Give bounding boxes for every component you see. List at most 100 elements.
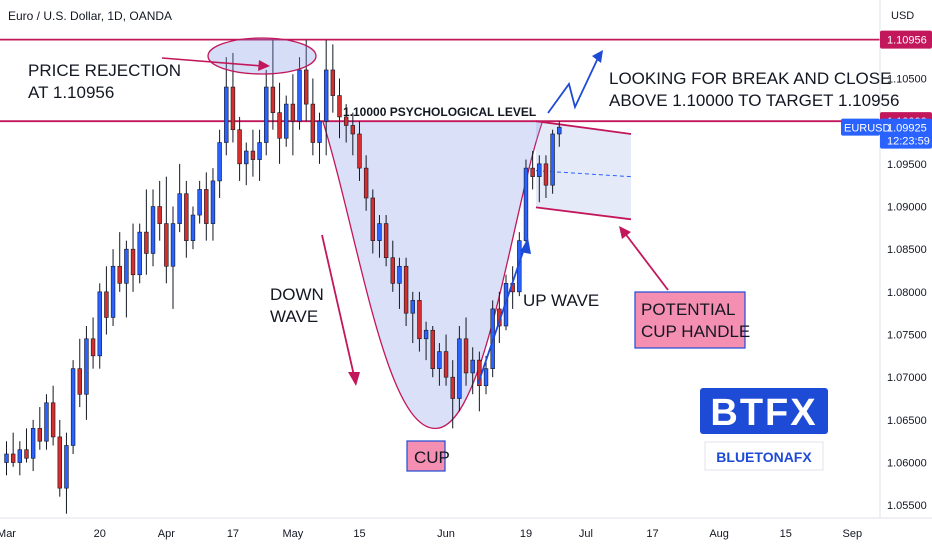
candle-body [137, 231, 142, 276]
candle-body [297, 69, 302, 122]
candle-body [30, 428, 36, 459]
rejection-arrow-line [161, 57, 263, 67]
y-tick-label: 1.06500 [887, 415, 927, 427]
candle-body [530, 167, 535, 177]
candle-body [357, 133, 362, 169]
candle-body [470, 359, 475, 374]
candle-body [397, 265, 402, 284]
candle-body [310, 103, 316, 143]
handle-bottom-line [535, 206, 632, 221]
candle-body [64, 445, 69, 489]
candle-body [550, 133, 555, 186]
y-tick-label: 1.09000 [887, 202, 927, 214]
candle-body [10, 453, 16, 463]
btfx-logo-text: BTFX [710, 392, 817, 434]
rejection-arrow-head [258, 60, 270, 71]
candle-body [343, 116, 349, 126]
up-wave-arrow-line [477, 245, 526, 385]
candle-body [164, 223, 169, 267]
up-wave-label: UP WAVE [523, 291, 599, 310]
chart-title: Euro / U.S. Dollar, 1D, OANDA [8, 9, 173, 23]
candle-body [210, 180, 216, 224]
target-arrow-head [592, 50, 603, 63]
candle-body [264, 86, 269, 143]
candle-body [557, 126, 562, 135]
candle-body [77, 368, 82, 395]
down-wave-line2: WAVE [270, 307, 318, 326]
down-wave-line1: DOWN [270, 285, 324, 304]
candle-body [250, 150, 256, 160]
candle-body [383, 223, 389, 259]
resistance-price-badge: 1.10956 [887, 35, 927, 47]
x-tick-label: 15 [780, 528, 792, 540]
candle-body [337, 95, 342, 118]
candle-body [150, 206, 156, 254]
time-axis[interactable]: Mar 20 Apr 17 May 15 Jun 19 Jul 17 Aug 15 Sep [0, 517, 932, 540]
candle-body [390, 257, 395, 284]
x-tick-label: Jun [437, 528, 455, 540]
candle-body [70, 368, 76, 446]
up-wave-arrow-head [520, 238, 531, 254]
x-tick-label: Aug [709, 528, 729, 540]
candle-body [4, 453, 9, 463]
candle-body [237, 129, 242, 165]
candle-body [543, 163, 549, 186]
x-tick-label: 17 [646, 528, 658, 540]
x-tick-label: 20 [94, 528, 106, 540]
current-price-label: 1.09925 [887, 123, 927, 135]
candle-body [117, 265, 122, 284]
y-tick-label: 1.09500 [887, 159, 927, 171]
candle-body [90, 338, 96, 357]
cup-label: CUP [414, 448, 450, 467]
bluetona-logo-bg [704, 441, 824, 471]
candle-body [537, 163, 542, 177]
cup-outline [322, 120, 544, 430]
x-tick-label: Jul [579, 528, 593, 540]
x-tick-label: Mar [0, 528, 16, 540]
candle-body [184, 193, 189, 241]
handle-label-line2: CUP HANDLE [641, 322, 750, 341]
symbol-label: EURUSD [844, 123, 891, 135]
candle-body [257, 142, 262, 160]
candle-body [284, 103, 289, 139]
y-tick-label: 1.08500 [887, 244, 927, 256]
candle-body [24, 449, 29, 459]
target-zigzag [547, 57, 599, 114]
candle-body [317, 120, 322, 143]
handle-shade [536, 121, 631, 220]
down-wave-arrow-line [321, 234, 356, 381]
price-rejection-line2: AT 1.10956 [28, 83, 114, 102]
price-axis[interactable]: USD 1.05500 1.06000 1.06500 1.07000 1.07500 1.… [841, 0, 932, 550]
y-tick-label: 1.07000 [887, 372, 927, 384]
candle-body [463, 338, 469, 374]
rejection-ellipse [207, 37, 317, 75]
candle-body [157, 206, 162, 224]
handle-label-box [634, 291, 746, 349]
candle-body [457, 338, 462, 399]
down-wave-arrow-head [348, 372, 360, 386]
candle-body [244, 150, 249, 165]
y-tick-label: 1.10500 [887, 74, 927, 86]
candle-body [410, 300, 415, 314]
y-tick-label: 1.05500 [887, 500, 927, 512]
x-tick-label: 19 [520, 528, 532, 540]
candle-body [270, 86, 276, 113]
candle-body [363, 167, 369, 199]
candle-body [523, 167, 529, 241]
y-tick-label: 1.07500 [887, 330, 927, 342]
price-rejection-line1: PRICE REJECTION [28, 61, 181, 80]
candle-body [224, 86, 229, 143]
candle-body [84, 338, 89, 395]
x-tick-label: 15 [353, 528, 365, 540]
candle-body [197, 189, 202, 216]
symbol-badge-bg [841, 118, 880, 136]
candle-body [437, 351, 442, 369]
x-tick-label: 17 [227, 528, 239, 540]
candle-body [303, 69, 309, 105]
candle-body [350, 125, 356, 135]
candle-body [104, 291, 109, 318]
psych-level-label: 1.10000 PSYCHOLOGICAL LEVEL [343, 105, 536, 119]
x-tick-label: May [282, 528, 303, 540]
candle-body [97, 291, 102, 357]
